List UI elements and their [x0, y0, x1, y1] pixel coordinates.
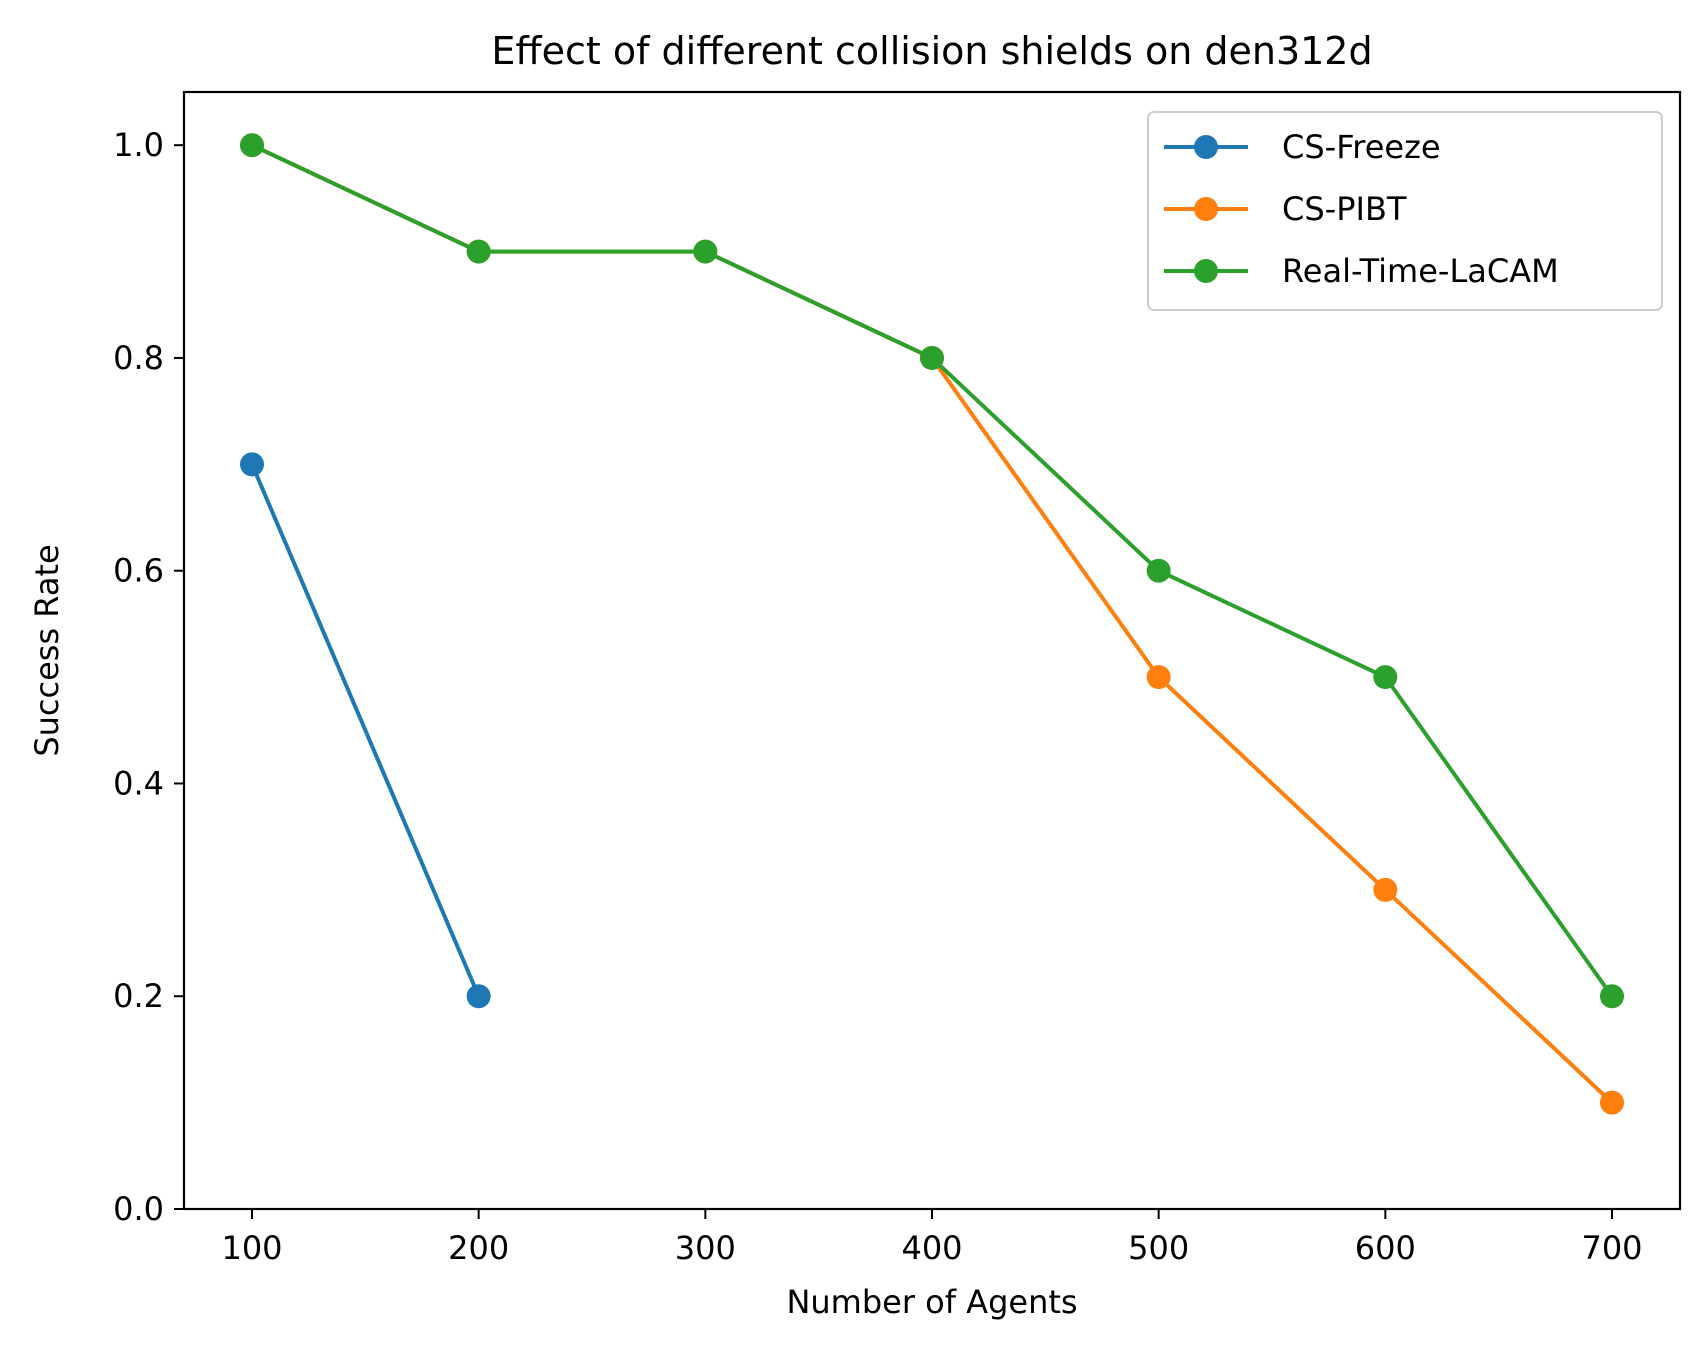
- series-line: [250, 462, 481, 999]
- legend-label: Real-Time-LaCAM: [1282, 252, 1559, 290]
- legend-item: CS-PIBT: [1164, 190, 1407, 228]
- data-point: [240, 452, 264, 477]
- legend-item: CS-Freeze: [1164, 128, 1441, 166]
- y-tick-label: 0.2: [113, 977, 164, 1015]
- series-real-time-lacam: [240, 133, 1624, 1009]
- data-point: [240, 133, 264, 158]
- chart-title: Effect of different collision shields on…: [491, 29, 1372, 73]
- data-point: [1600, 1090, 1624, 1115]
- y-axis-label: Success Rate: [28, 544, 66, 756]
- x-tick-label: 500: [1128, 1229, 1189, 1267]
- data-point: [1146, 558, 1171, 583]
- x-tick-label: 100: [221, 1229, 282, 1267]
- data-point: [1600, 984, 1624, 1009]
- data-point: [1373, 877, 1398, 902]
- y-tick-label: 0.8: [113, 339, 164, 377]
- x-tick-label: 400: [901, 1229, 962, 1267]
- legend: CS-Freeze CS-PIBT Real-Time-LaCAM: [1147, 111, 1663, 311]
- legend-label: CS-PIBT: [1282, 190, 1407, 228]
- legend-item: Real-Time-LaCAM: [1164, 252, 1559, 290]
- x-tick-label: 700: [1581, 1229, 1642, 1267]
- legend-swatch-marker: [1194, 259, 1218, 283]
- data-point: [920, 345, 944, 370]
- data-point: [693, 239, 718, 264]
- x-axis-label: Number of Agents: [786, 1283, 1077, 1321]
- legend-swatch-marker: [1194, 197, 1218, 221]
- y-axis: 0.0 0.2 0.4 0.6 0.8 1.0: [113, 126, 184, 1228]
- data-point: [466, 984, 491, 1009]
- y-tick-label: 1.0: [113, 126, 164, 164]
- series-cs-freeze: [240, 452, 491, 1009]
- x-tick-label: 200: [448, 1229, 509, 1267]
- data-point: [1373, 665, 1398, 690]
- data-point: [466, 239, 491, 264]
- legend-box: [1147, 111, 1663, 311]
- x-axis: 100 200 300 400 500 600 700: [221, 1209, 1643, 1267]
- x-tick-label: 300: [675, 1229, 736, 1267]
- x-tick-label: 600: [1355, 1229, 1416, 1267]
- legend-swatch-marker: [1194, 135, 1218, 159]
- series-layer: [240, 133, 1624, 1115]
- y-tick-label: 0.6: [113, 552, 164, 590]
- legend-label: CS-Freeze: [1282, 128, 1441, 166]
- plot-frame: [182, 90, 1682, 1211]
- y-tick-label: 0.4: [113, 764, 164, 802]
- data-point: [1146, 665, 1171, 690]
- y-tick-label: 0.0: [113, 1190, 164, 1228]
